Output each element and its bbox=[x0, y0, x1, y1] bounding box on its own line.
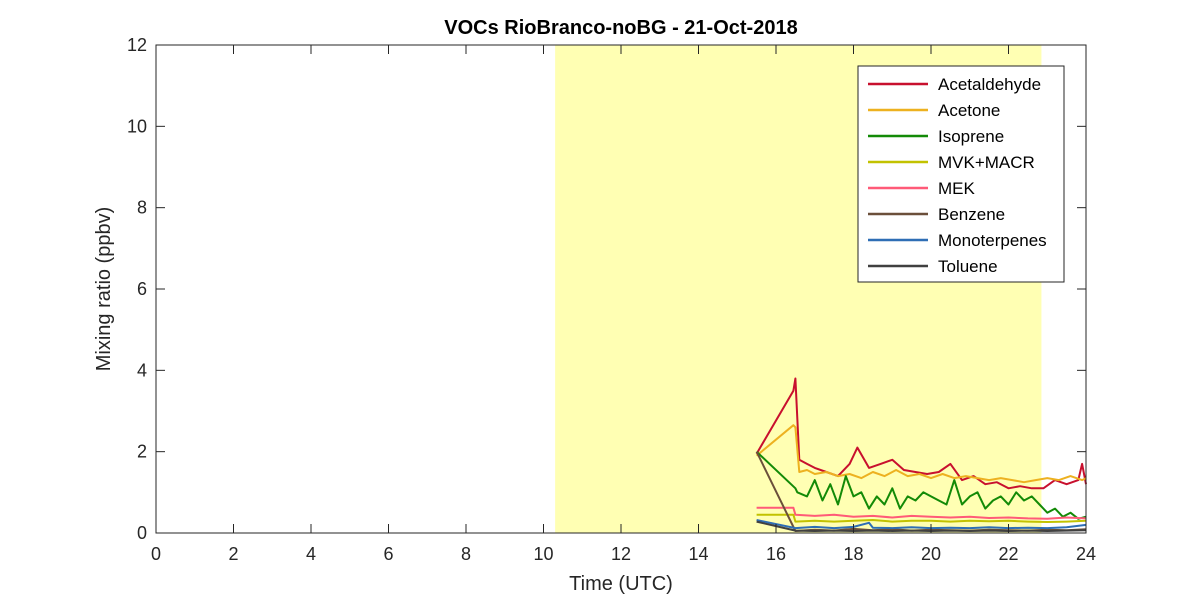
y-tick-label: 8 bbox=[137, 198, 147, 218]
x-tick-label: 14 bbox=[688, 544, 708, 564]
legend-entry-isoprene: Isoprene bbox=[938, 127, 1004, 146]
x-tick-label: 24 bbox=[1076, 544, 1096, 564]
y-tick-label: 12 bbox=[127, 35, 147, 55]
y-tick-label: 6 bbox=[137, 279, 147, 299]
legend-box bbox=[857, 65, 1065, 283]
x-tick-label: 6 bbox=[383, 544, 393, 564]
series-line-monoterpenes bbox=[756, 519, 1087, 530]
legend-entry-monoterpenes: Monoterpenes bbox=[938, 231, 1047, 250]
legend-entry-acetone: Acetone bbox=[938, 101, 1000, 120]
legend-entry-benzene: Benzene bbox=[938, 205, 1005, 224]
legend-entry-mvk-macr: MVK+MACR bbox=[938, 153, 1035, 172]
series-line-acetaldehyde bbox=[755, 377, 1087, 490]
x-tick-label: 20 bbox=[921, 544, 941, 564]
y-tick-label: 10 bbox=[127, 116, 147, 136]
y-tick-label: 0 bbox=[137, 523, 147, 543]
x-tick-label: 22 bbox=[998, 544, 1018, 564]
legend-entry-mek: MEK bbox=[938, 179, 976, 198]
x-tick-label: 12 bbox=[611, 544, 631, 564]
series-line-isoprene bbox=[755, 450, 1087, 520]
y-tick-label: 2 bbox=[137, 442, 147, 462]
series-line-mvk-macr bbox=[756, 513, 1087, 523]
x-tick-label: 16 bbox=[766, 544, 786, 564]
legend: Acetaldehyde Acetone Isoprene MVK+MACR MEK Be… bbox=[857, 65, 1065, 283]
x-tick-label: 18 bbox=[843, 544, 863, 564]
chart-title: VOCs RioBranco-noBG - 21-Oct-2018 bbox=[444, 17, 797, 39]
legend-entry-toluene: Toluene bbox=[938, 257, 998, 276]
x-tick-label: 4 bbox=[306, 544, 316, 564]
series-line-mek bbox=[756, 506, 1087, 520]
x-tick-label: 10 bbox=[533, 544, 553, 564]
y-axis-label: Mixing ratio (ppbv) bbox=[93, 207, 115, 372]
x-tick-label: 0 bbox=[151, 544, 161, 564]
x-tick-label: 8 bbox=[461, 544, 471, 564]
x-axis-label: Time (UTC) bbox=[569, 573, 673, 595]
x-tick-label: 2 bbox=[228, 544, 238, 564]
y-tick-label: 4 bbox=[137, 360, 147, 380]
legend-entry-acetaldehyde: Acetaldehyde bbox=[938, 75, 1041, 94]
series-line-acetone bbox=[755, 424, 1087, 484]
